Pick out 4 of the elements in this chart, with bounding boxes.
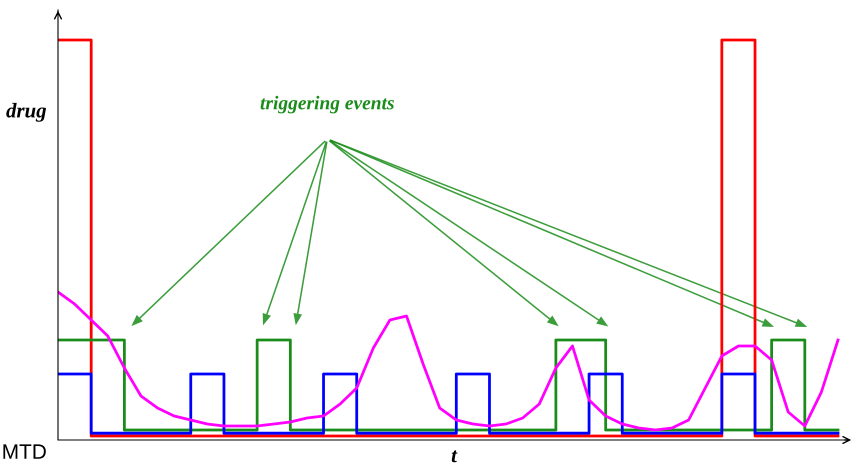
text: MTD: [3, 444, 46, 459]
y-axis-title: drug: [6, 102, 46, 122]
annotation: triggering events: [260, 96, 394, 114]
x-axis-title: t: [452, 450, 458, 462]
